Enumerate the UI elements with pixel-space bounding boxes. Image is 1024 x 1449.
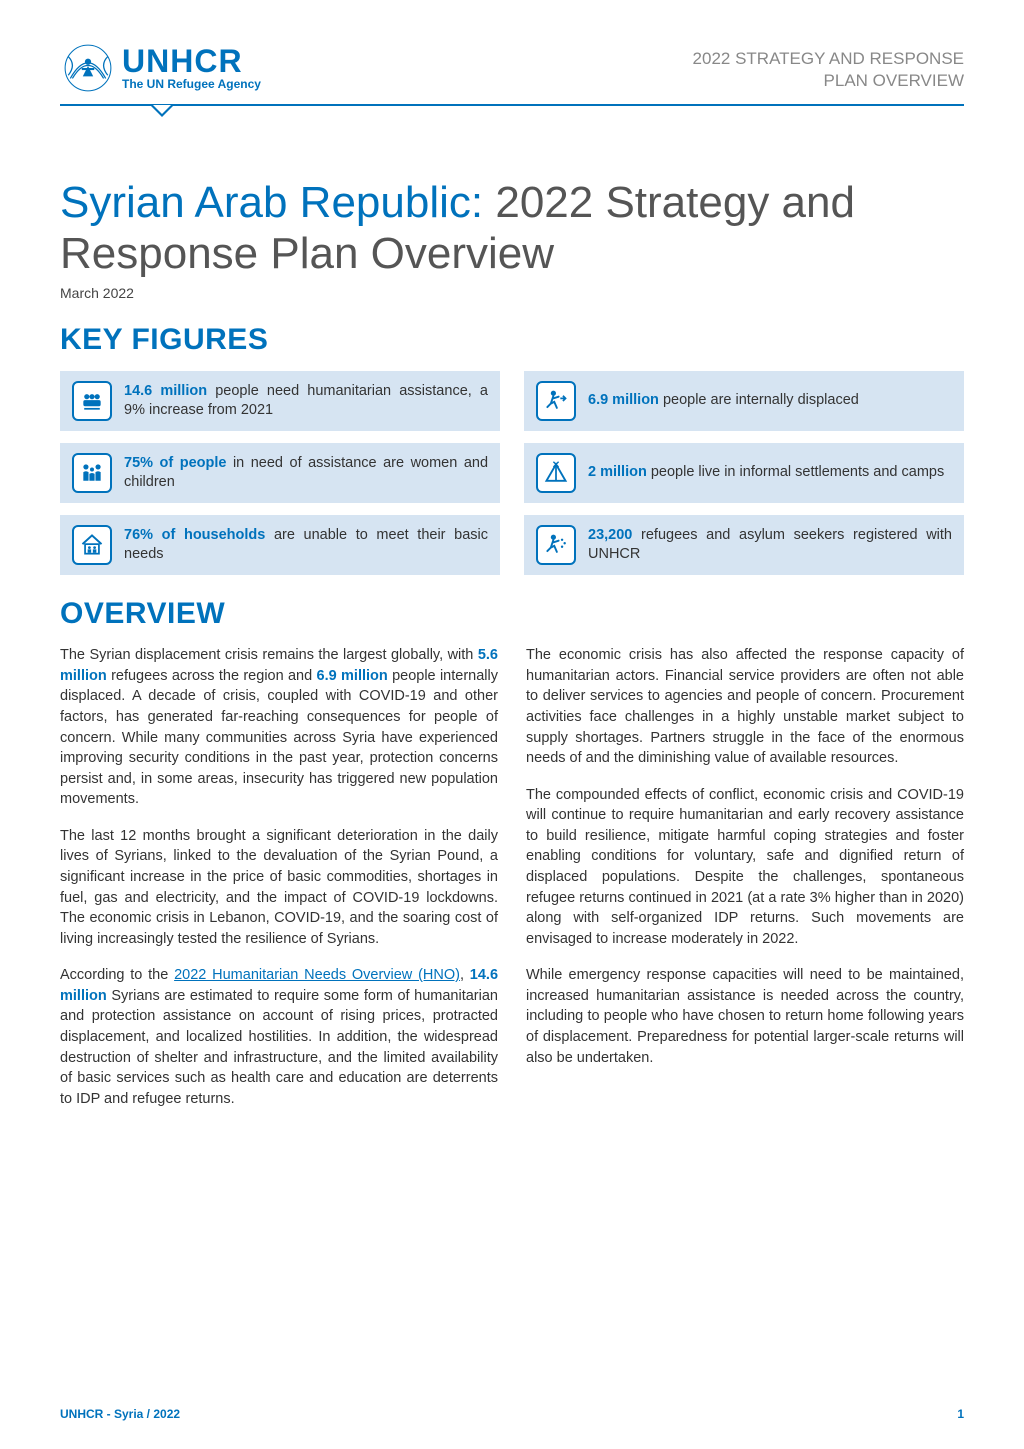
figure-highlight: 76% of households [124,527,265,543]
overview-col-left: The Syrian displacement crisis remains t… [60,645,498,1125]
figure-highlight: 14.6 million [124,383,207,399]
footer: UNHCR - Syria / 2022 1 [60,1407,964,1421]
figure-item: 6.9 million people are internally displa… [524,371,964,431]
figure-highlight: 23,200 [588,527,632,543]
header-line1: 2022 STRATEGY AND RESPONSE [693,48,964,70]
figure-item: 75% of people in need of assistance are … [60,443,500,503]
overview-columns: The Syrian displacement crisis remains t… [60,645,964,1125]
running-dots-icon [536,525,576,565]
page: UNHCR The UN Refugee Agency 2022 STRATEG… [0,0,1024,1449]
logo-block: UNHCR The UN Refugee Agency [60,40,261,96]
section-overview: OVERVIEW [60,597,964,631]
figure-text: 2 million people live in informal settle… [588,463,944,483]
section-key-figures: KEY FIGURES [60,323,964,357]
overview-paragraph: While emergency response capacities will… [526,965,964,1068]
figure-text: 76% of households are unable to meet the… [124,526,488,565]
figure-highlight: 6.9 million [588,392,659,408]
figure-text: 14.6 million people need humanitarian as… [124,382,488,421]
figure-text: 75% of people in need of assistance are … [124,454,488,493]
overview-paragraph: According to the 2022 Humanitarian Needs… [60,965,498,1109]
header-rule [60,104,964,106]
overview-paragraph: The last 12 months brought a significant… [60,826,498,949]
overview-paragraph: The economic crisis has also affected th… [526,645,964,768]
page-title: Syrian Arab Republic: 2022 Strategy and … [60,178,964,279]
page-number: 1 [957,1407,964,1421]
figures-grid: 14.6 million people need humanitarian as… [60,371,964,575]
figure-item: 76% of households are unable to meet the… [60,515,500,575]
figure-text: 23,200 refugees and asylum seekers regis… [588,526,952,565]
highlight: 6.9 million [317,668,388,684]
figure-item: 2 million people live in informal settle… [524,443,964,503]
logo-main: UNHCR [122,45,261,77]
document-date: March 2022 [60,285,964,301]
overview-paragraph: The compounded effects of conflict, econ… [526,785,964,950]
running-arrow-icon [536,381,576,421]
logo-sub: The UN Refugee Agency [122,77,261,91]
figure-text: 6.9 million people are internally displa… [588,391,859,411]
figure-highlight: 75% of people [124,455,226,471]
house-people-icon [72,525,112,565]
title-country: Syrian Arab Republic: [60,178,483,227]
highlight: 5.6 million [60,647,498,684]
logo-text: UNHCR The UN Refugee Agency [122,45,261,91]
figure-highlight: 2 million [588,464,647,480]
tent-icon [536,453,576,493]
header-subtitle: 2022 STRATEGY AND RESPONSE PLAN OVERVIEW [693,40,964,92]
overview-paragraph: The Syrian displacement crisis remains t… [60,645,498,810]
figure-item: 23,200 refugees and asylum seekers regis… [524,515,964,575]
header-notch-icon [150,105,174,117]
header-line2: PLAN OVERVIEW [693,70,964,92]
footer-left: UNHCR - Syria / 2022 [60,1407,180,1421]
hno-link[interactable]: 2022 Humanitarian Needs Overview (HNO) [174,967,460,983]
unhcr-emblem-icon [60,40,116,96]
figure-item: 14.6 million people need humanitarian as… [60,371,500,431]
overview-col-right: The economic crisis has also affected th… [526,645,964,1125]
people-group-icon [72,381,112,421]
header: UNHCR The UN Refugee Agency 2022 STRATEG… [60,40,964,96]
family-icon [72,453,112,493]
